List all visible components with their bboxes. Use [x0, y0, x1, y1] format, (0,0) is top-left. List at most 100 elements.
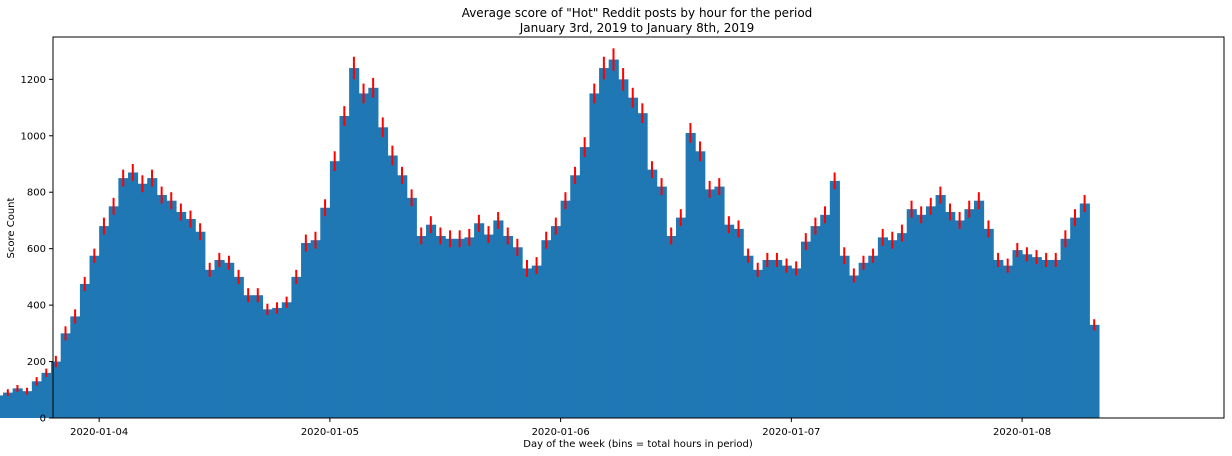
histogram-bar — [512, 247, 523, 418]
histogram-bar — [839, 255, 850, 418]
histogram-bar — [1012, 250, 1023, 418]
y-axis-label: Score Count — [6, 197, 17, 258]
histogram-bar — [762, 259, 773, 418]
histogram-bar — [877, 237, 888, 418]
histogram-bar — [579, 147, 590, 418]
histogram-bar — [935, 195, 946, 418]
histogram-bar — [281, 302, 292, 418]
histogram-bar — [656, 186, 667, 418]
histogram-bar — [445, 238, 456, 418]
histogram-bar — [166, 200, 177, 418]
histogram-bar — [204, 269, 216, 418]
histogram-bar — [772, 259, 783, 418]
histogram-bar — [637, 113, 648, 418]
histogram-bar — [22, 391, 33, 418]
histogram-bar — [647, 169, 658, 418]
error-bars-group — [6, 48, 1096, 396]
histogram-bar — [887, 240, 898, 418]
histogram-bar — [925, 206, 937, 418]
plot-frame — [52, 36, 1225, 419]
histogram-bar — [377, 127, 389, 418]
histogram-bar — [1022, 254, 1033, 418]
y-tick-label: 600 — [27, 244, 46, 255]
histogram-bar — [800, 241, 812, 418]
histogram-bar — [416, 235, 427, 418]
histogram-bar — [262, 309, 273, 418]
histogram-bar — [387, 155, 398, 418]
x-tick-label: 2020-01-08 — [993, 427, 1051, 438]
histogram-bar — [685, 132, 696, 418]
histogram-bar — [233, 276, 244, 418]
histogram-bar — [868, 255, 879, 418]
histogram-bar — [791, 268, 802, 418]
histogram-bar — [858, 262, 869, 418]
histogram-bar — [118, 178, 129, 418]
histogram-bar — [435, 235, 446, 418]
chart-title-line-2: January 3rd, 2019 to January 8th, 2019 — [519, 21, 755, 35]
histogram-bar — [897, 233, 908, 418]
y-tick-label: 800 — [27, 188, 46, 199]
histogram-bar — [195, 231, 206, 418]
histogram-bar — [820, 214, 831, 418]
histogram-bar — [224, 262, 235, 418]
histogram-bar — [291, 276, 302, 418]
bars-group — [0, 59, 1100, 419]
histogram-bar — [993, 259, 1004, 418]
histogram-bar — [329, 161, 340, 418]
chart-title-line-1: Average score of "Hot" Reddit posts by h… — [462, 6, 813, 20]
histogram-bar — [570, 175, 581, 418]
histogram-bar — [320, 207, 331, 418]
histogram-bar — [426, 224, 437, 418]
histogram-bar — [560, 200, 571, 418]
histogram-bar — [704, 189, 715, 418]
histogram-bar — [252, 295, 264, 418]
histogram-bar — [272, 307, 283, 418]
histogram-bar — [599, 68, 610, 418]
y-tick-label: 1200 — [21, 75, 46, 86]
histogram-bar — [127, 172, 139, 418]
histogram-bar — [185, 219, 196, 418]
x-tick-label: 2020-01-07 — [762, 427, 820, 438]
histogram-bar — [1002, 265, 1013, 418]
x-axis-ticks: 2020-01-04 2020-01-05 2020-01-06 2020-01-07… — [70, 418, 1051, 438]
y-tick-label: 200 — [27, 357, 46, 368]
histogram-bar — [99, 226, 110, 418]
histogram-bar — [406, 197, 417, 418]
histogram-bar — [541, 240, 552, 418]
histogram-bar — [974, 200, 985, 418]
y-tick-label: 400 — [27, 301, 46, 312]
x-tick-label: 2020-01-06 — [532, 427, 590, 438]
histogram-bar — [483, 234, 494, 418]
histogram-bar — [964, 209, 975, 418]
histogram-bar — [810, 226, 821, 418]
histogram-bar — [743, 255, 754, 418]
histogram-bar — [1060, 238, 1071, 418]
histogram-bar — [589, 93, 600, 418]
histogram-bar — [108, 206, 119, 418]
histogram-bar — [733, 228, 744, 418]
histogram-bar — [464, 237, 475, 418]
histogram-bar — [0, 395, 4, 418]
histogram-bar — [829, 180, 840, 418]
histogram-bar — [714, 186, 725, 418]
histogram-bar — [3, 392, 14, 418]
histogram-bar — [983, 228, 994, 418]
histogram-bar — [368, 87, 379, 419]
histogram-bar — [243, 295, 254, 418]
histogram-bar — [358, 93, 369, 418]
histogram-bar — [1031, 257, 1042, 418]
histogram-bar — [502, 235, 514, 418]
histogram-bar — [954, 220, 965, 418]
histogram-bar — [156, 195, 167, 418]
histogram-bar — [12, 388, 23, 418]
histogram-bar — [147, 178, 158, 418]
x-tick-label: 2020-01-05 — [301, 427, 359, 438]
y-axis-ticks: 0 200 400 600 800 1000 1200 — [21, 75, 53, 425]
histogram-bar — [1041, 259, 1052, 418]
histogram-bar — [916, 214, 927, 418]
histogram-bar — [454, 238, 465, 418]
x-axis-label: Day of the week (bins = total hours in p… — [523, 439, 753, 450]
histogram-bar — [695, 151, 706, 419]
histogram-bar — [89, 255, 100, 418]
